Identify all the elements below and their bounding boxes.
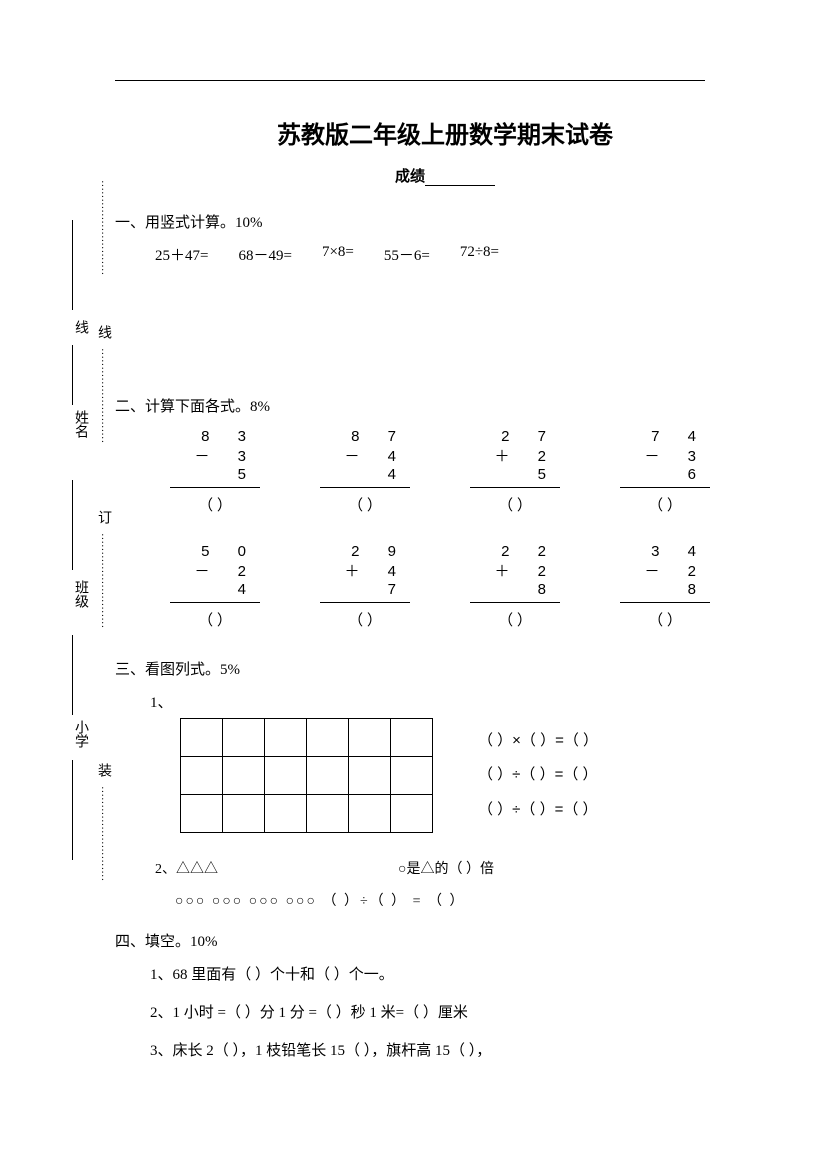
score-label: 成绩 (395, 168, 425, 185)
expr: 7×8= (322, 244, 354, 265)
equation: （ ）÷（ ）=（ ） (478, 758, 598, 793)
q3-2-triangles: 2、△△△ (155, 858, 218, 878)
fill-blank: 2、1 小时 =（ ）分 1 分 =（ ）秒 1 米=（ ）厘米 (115, 1001, 775, 1025)
binding-label-name: 姓名 (70, 410, 90, 438)
score-line: 成绩 (115, 165, 775, 186)
vertical-calc: 5 0－ 2 4（ ） (170, 543, 260, 630)
binding-underline (72, 345, 73, 405)
binding-dots: ·························· (96, 348, 107, 443)
section-2-head: 二、计算下面各式。8% (115, 395, 775, 416)
vertical-calc: 8 7－ 4 4（ ） (320, 428, 410, 515)
q3-2-right: ○是△的（ ）倍 (398, 858, 494, 878)
section-4-head: 四、填空。10% (115, 930, 775, 951)
vertical-calc: 3 4－ 2 8（ ） (620, 543, 710, 630)
expr: 55－6= (384, 244, 430, 265)
binding-dots: ·························· (96, 533, 107, 628)
grid-3x6 (180, 718, 433, 833)
vertical-calc: 7 4－ 3 6（ ） (620, 428, 710, 515)
q3-2-body: 2、△△△ ○是△的（ ）倍 ○○○ ○○○ ○○○ ○○○ （ ）÷（ ） =… (115, 858, 775, 910)
binding-underline (72, 480, 73, 570)
binding-zhuang: 装 (93, 763, 113, 777)
section-2-grid: 8 3－ 3 5（ ） 8 7－ 4 4（ ） 2 7＋ 2 5（ ） 7 4－… (115, 428, 775, 630)
expr: 72÷8= (460, 244, 499, 265)
binding-underline (72, 635, 73, 715)
vertical-calc: 2 2＋ 2 8（ ） (470, 543, 560, 630)
expr: 68－49= (238, 244, 291, 265)
section-3-head: 三、看图列式。5% (115, 658, 775, 679)
vertical-calc: 2 9＋ 4 7（ ） (320, 543, 410, 630)
binding-margin: ·························· 线 ···········… (60, 180, 100, 980)
q3-1-label: 1、 (115, 691, 775, 712)
binding-label-xian: 线 (70, 320, 90, 334)
binding-xian: 线 (93, 325, 113, 339)
binding-dots: ·························· (96, 786, 107, 881)
binding-ding: 订 (93, 510, 113, 524)
equation: （ ）÷（ ）=（ ） (478, 793, 598, 828)
vertical-calc: 8 3－ 3 5（ ） (170, 428, 260, 515)
vertical-calc: 2 7＋ 2 5（ ） (470, 428, 560, 515)
fill-blank: 1、68 里面有（ ）个十和（ ）个一。 (115, 963, 775, 987)
section-1-head: 一、用竖式计算。10% (115, 211, 775, 232)
binding-dots: ·························· (96, 180, 107, 275)
exam-title: 苏教版二年级上册数学期末试卷 (115, 115, 775, 150)
page-content: 苏教版二年级上册数学期末试卷 成绩 一、用竖式计算。10% 25＋47= 68－… (115, 80, 775, 1077)
score-blank[interactable] (425, 171, 495, 186)
fill-blank: 3、床长 2（ ），1 枝铅笔长 15（ ），旗杆高 15（ ）， (115, 1039, 775, 1063)
binding-label-class: 班级 (70, 580, 90, 608)
binding-underline (72, 760, 73, 860)
equation: （ ）×（ ）=（ ） (478, 724, 598, 759)
binding-underline (72, 220, 73, 310)
equation-column: （ ）×（ ）=（ ） （ ）÷（ ）=（ ） （ ）÷（ ）=（ ） (478, 724, 598, 828)
binding-label-school: 小学 (70, 720, 90, 748)
q3-2-circles: ○○○ ○○○ ○○○ ○○○ （ ）÷（ ） = （ ） (155, 890, 775, 910)
section-1-expressions: 25＋47= 68－49= 7×8= 55－6= 72÷8= (115, 244, 775, 265)
expr: 25＋47= (155, 244, 208, 265)
q3-1-body: （ ）×（ ）=（ ） （ ）÷（ ）=（ ） （ ）÷（ ）=（ ） (115, 718, 775, 833)
